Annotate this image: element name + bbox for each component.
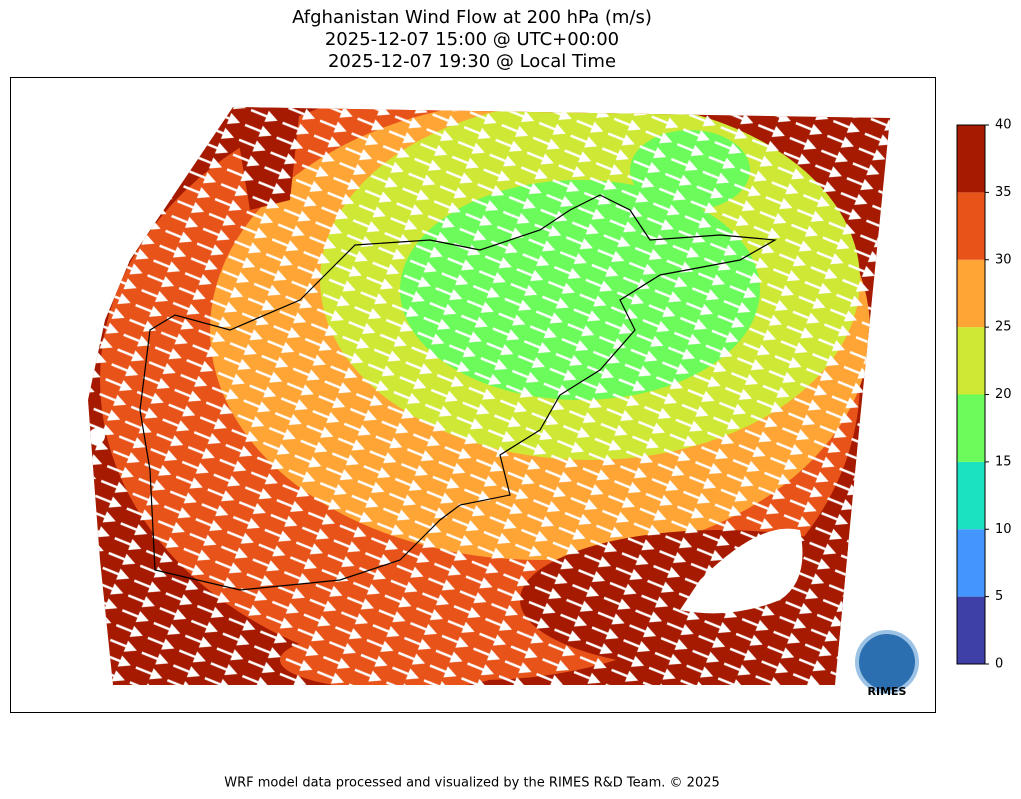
colorbar-segment	[957, 125, 985, 193]
country-border	[139, 194, 777, 591]
colorbar: 0 5 10 15 20 25 30 35 40	[956, 118, 1012, 672]
colorbar-tick-label: 0	[995, 657, 1003, 672]
map-frame	[10, 77, 936, 713]
colorbar-tick-label: 30	[995, 252, 1012, 267]
colorbar-segment	[957, 461, 985, 530]
colorbar-tick-label: 40	[995, 118, 1012, 133]
colorbar-tick-label: 20	[995, 387, 1012, 402]
colorbar-segment	[957, 192, 985, 260]
colorbar-tick-label: 10	[995, 522, 1012, 537]
colorbar-segment	[957, 394, 985, 462]
title-line: Afghanistan Wind Flow at 200 hPa (m/s)	[292, 7, 652, 28]
colorbar-segment	[957, 596, 985, 664]
logo-text: RIMES	[868, 685, 907, 698]
colorbar-tick-label: 15	[995, 454, 1012, 469]
wind-field	[88, 107, 890, 685]
title-line: 2025-12-07 15:00 @ UTC+00:00	[325, 29, 619, 50]
title: Afghanistan Wind Flow at 200 hPa (m/s) 2…	[292, 7, 652, 72]
footer: WRF model data processed and visualized …	[224, 776, 720, 791]
colorbar-segment	[957, 327, 985, 395]
colorbar-segment	[957, 259, 985, 328]
colorbar-segment	[957, 529, 985, 597]
colorbar-tick-label: 25	[995, 320, 1012, 335]
logo: RIMES	[855, 630, 919, 698]
title-line: 2025-12-07 19:30 @ Local Time	[328, 51, 616, 72]
colorbar-tick-label: 5	[995, 589, 1003, 604]
colorbar-tick-label: 35	[995, 185, 1012, 200]
